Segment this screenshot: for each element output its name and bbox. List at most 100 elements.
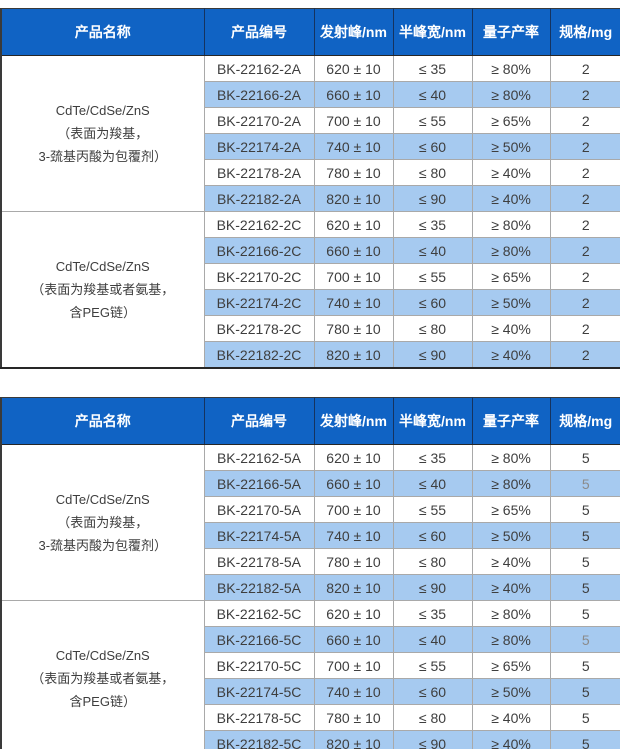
quantum-yield-cell: ≥ 80% (472, 55, 551, 82)
product-name-line: 3-巯基丙酸为包覆剂） (38, 149, 168, 164)
fwhm-cell: ≤ 40 (393, 470, 473, 497)
emission-peak-cell: 660 ± 10 (314, 237, 394, 264)
product-name-line: CdTe/CdSe/ZnS (55, 103, 150, 118)
product-code-cell: BK-22182-2A (204, 185, 315, 212)
spec-mg-cell: 2 (550, 81, 620, 108)
emission-peak-cell: 700 ± 10 (314, 263, 394, 290)
column-header-2: 发射峰/nm (314, 397, 394, 445)
table-row: CdTe/CdSe/ZnS （表面为羧基或者氨基， 含PEG链） BK-22162-2… (1, 211, 620, 369)
quantum-yield-cell: ≥ 65% (472, 107, 551, 134)
spec-mg-cell: 5 (550, 626, 620, 653)
fwhm-cell: ≤ 35 (393, 600, 473, 627)
product-code-cell: BK-22166-5C (204, 626, 315, 653)
table-row: BK-22170-2A 700 ± 10 ≤ 55 ≥ 65% 2 (1, 107, 620, 134)
spec-mg-cell: 2 (550, 107, 620, 134)
quantum-yield-cell: ≥ 40% (472, 185, 551, 212)
emission-peak-cell: 820 ± 10 (314, 341, 394, 369)
product-code-cell: BK-22174-5A (204, 522, 315, 549)
quantum-yield-cell: ≥ 80% (472, 237, 551, 264)
column-header-4: 量子产率 (472, 8, 551, 56)
product-name-line: 3-巯基丙酸为包覆剂） (38, 538, 168, 553)
column-header-5: 规格/mg (550, 397, 620, 445)
quantum-yield-cell: ≥ 40% (472, 548, 551, 575)
product-name-line: （表面为羧基或者氨基， (31, 282, 175, 297)
fwhm-cell: ≤ 35 (393, 211, 473, 238)
table-row: BK-22174-5C 740 ± 10 ≤ 60 ≥ 50% 5 (1, 678, 620, 705)
emission-peak-cell: 620 ± 10 (314, 444, 394, 471)
spec-mg-cell: 2 (550, 237, 620, 264)
product-name-line: CdTe/CdSe/ZnS (55, 259, 150, 274)
column-header-2: 发射峰/nm (314, 8, 394, 56)
spec-mg-cell: 2 (550, 263, 620, 290)
table-row: BK-22166-5C 660 ± 10 ≤ 40 ≥ 80% 5 (1, 626, 620, 653)
quantum-yield-cell: ≥ 40% (472, 341, 551, 369)
spec-mg-cell: 5 (550, 548, 620, 575)
fwhm-cell: ≤ 40 (393, 237, 473, 264)
table-row: BK-22170-5A 700 ± 10 ≤ 55 ≥ 65% 5 (1, 496, 620, 523)
spec-mg-cell: 5 (550, 730, 620, 749)
spec-mg-cell: 5 (550, 522, 620, 549)
fwhm-cell: ≤ 40 (393, 626, 473, 653)
spec-mg-cell: 2 (550, 211, 620, 238)
table-row: BK-22178-2C 780 ± 10 ≤ 80 ≥ 40% 2 (1, 315, 620, 342)
quantum-yield-cell: ≥ 65% (472, 263, 551, 290)
emission-peak-cell: 780 ± 10 (314, 159, 394, 186)
spec-mg-cell: 2 (550, 159, 620, 186)
product-name-line: 含PEG链） (69, 694, 136, 709)
product-code-cell: BK-22162-5A (204, 444, 315, 471)
table-row: BK-22182-2C 820 ± 10 ≤ 90 ≥ 40% 2 (1, 341, 620, 369)
product-code-cell: BK-22178-2A (204, 159, 315, 186)
table-header: 产品名称 产品编号 发射峰/nm 半峰宽/nm 量子产率 规格/mg (1, 397, 620, 445)
quantum-yield-cell: ≥ 50% (472, 289, 551, 316)
fwhm-cell: ≤ 55 (393, 652, 473, 679)
table-row: BK-22174-5A 740 ± 10 ≤ 60 ≥ 50% 5 (1, 522, 620, 549)
emission-peak-cell: 740 ± 10 (314, 289, 394, 316)
quantum-yield-cell: ≥ 40% (472, 315, 551, 342)
product-code-cell: BK-22182-2C (204, 341, 315, 369)
fwhm-cell: ≤ 60 (393, 289, 473, 316)
product-table-5mg: 产品名称 产品编号 发射峰/nm 半峰宽/nm 量子产率 规格/mg CdTe/CdSe/… (0, 397, 620, 749)
product-code-cell: BK-22162-2C (204, 211, 315, 238)
quantum-yield-cell: ≥ 80% (472, 470, 551, 497)
product-code-cell: BK-22182-5C (204, 730, 315, 749)
product-name-line: （表面为羧基， (57, 515, 149, 530)
fwhm-cell: ≤ 90 (393, 730, 473, 749)
quantum-yield-cell: ≥ 65% (472, 496, 551, 523)
quantum-yield-cell: ≥ 40% (472, 730, 551, 749)
spec-mg-cell: 5 (550, 574, 620, 601)
fwhm-cell: ≤ 60 (393, 522, 473, 549)
spec-mg-cell: 2 (550, 341, 620, 369)
product-code-cell: BK-22178-2C (204, 315, 315, 342)
product-table-2mg: 产品名称 产品编号 发射峰/nm 半峰宽/nm 量子产率 规格/mg CdTe/CdSe/… (0, 8, 620, 369)
table-row: BK-22170-2C 700 ± 10 ≤ 55 ≥ 65% 2 (1, 263, 620, 290)
table-row: BK-22178-2A 780 ± 10 ≤ 80 ≥ 40% 2 (1, 159, 620, 186)
spec-mg-cell: 5 (550, 678, 620, 705)
emission-peak-cell: 700 ± 10 (314, 652, 394, 679)
fwhm-cell: ≤ 90 (393, 185, 473, 212)
emission-peak-cell: 740 ± 10 (314, 133, 394, 160)
quantum-yield-cell: ≥ 80% (472, 600, 551, 627)
spec-mg-cell: 5 (550, 496, 620, 523)
product-code-cell: BK-22166-2C (204, 237, 315, 264)
quantum-yield-cell: ≥ 40% (472, 704, 551, 731)
table-gap (0, 369, 620, 397)
table-row: BK-22166-5A 660 ± 10 ≤ 40 ≥ 80% 5 (1, 470, 620, 497)
product-code-cell: BK-22178-5C (204, 704, 315, 731)
emission-peak-cell: 740 ± 10 (314, 678, 394, 705)
spec-mg-cell: 2 (550, 55, 620, 82)
table-row: BK-22182-2A 820 ± 10 ≤ 90 ≥ 40% 2 (1, 185, 620, 212)
quantum-yield-cell: ≥ 50% (472, 678, 551, 705)
table-row: BK-22166-2A 660 ± 10 ≤ 40 ≥ 80% 2 (1, 81, 620, 108)
spec-mg-cell: 5 (550, 470, 620, 497)
header-row: 产品名称 产品编号 发射峰/nm 半峰宽/nm 量子产率 规格/mg (1, 397, 620, 445)
table-row: CdTe/CdSe/ZnS （表面为羧基， 3-巯基丙酸为包覆剂） BK-22162-… (1, 55, 620, 212)
product-name-cell: CdTe/CdSe/ZnS （表面为羧基或者氨基， 含PEG链） (1, 600, 205, 749)
fwhm-cell: ≤ 40 (393, 81, 473, 108)
product-name-line: （表面为羧基或者氨基， (31, 671, 175, 686)
quantum-yield-cell: ≥ 80% (472, 81, 551, 108)
table-row: BK-22174-2C 740 ± 10 ≤ 60 ≥ 50% 2 (1, 289, 620, 316)
quantum-yield-cell: ≥ 80% (472, 211, 551, 238)
table-row: BK-22170-5C 700 ± 10 ≤ 55 ≥ 65% 5 (1, 652, 620, 679)
header-row: 产品名称 产品编号 发射峰/nm 半峰宽/nm 量子产率 规格/mg (1, 8, 620, 56)
